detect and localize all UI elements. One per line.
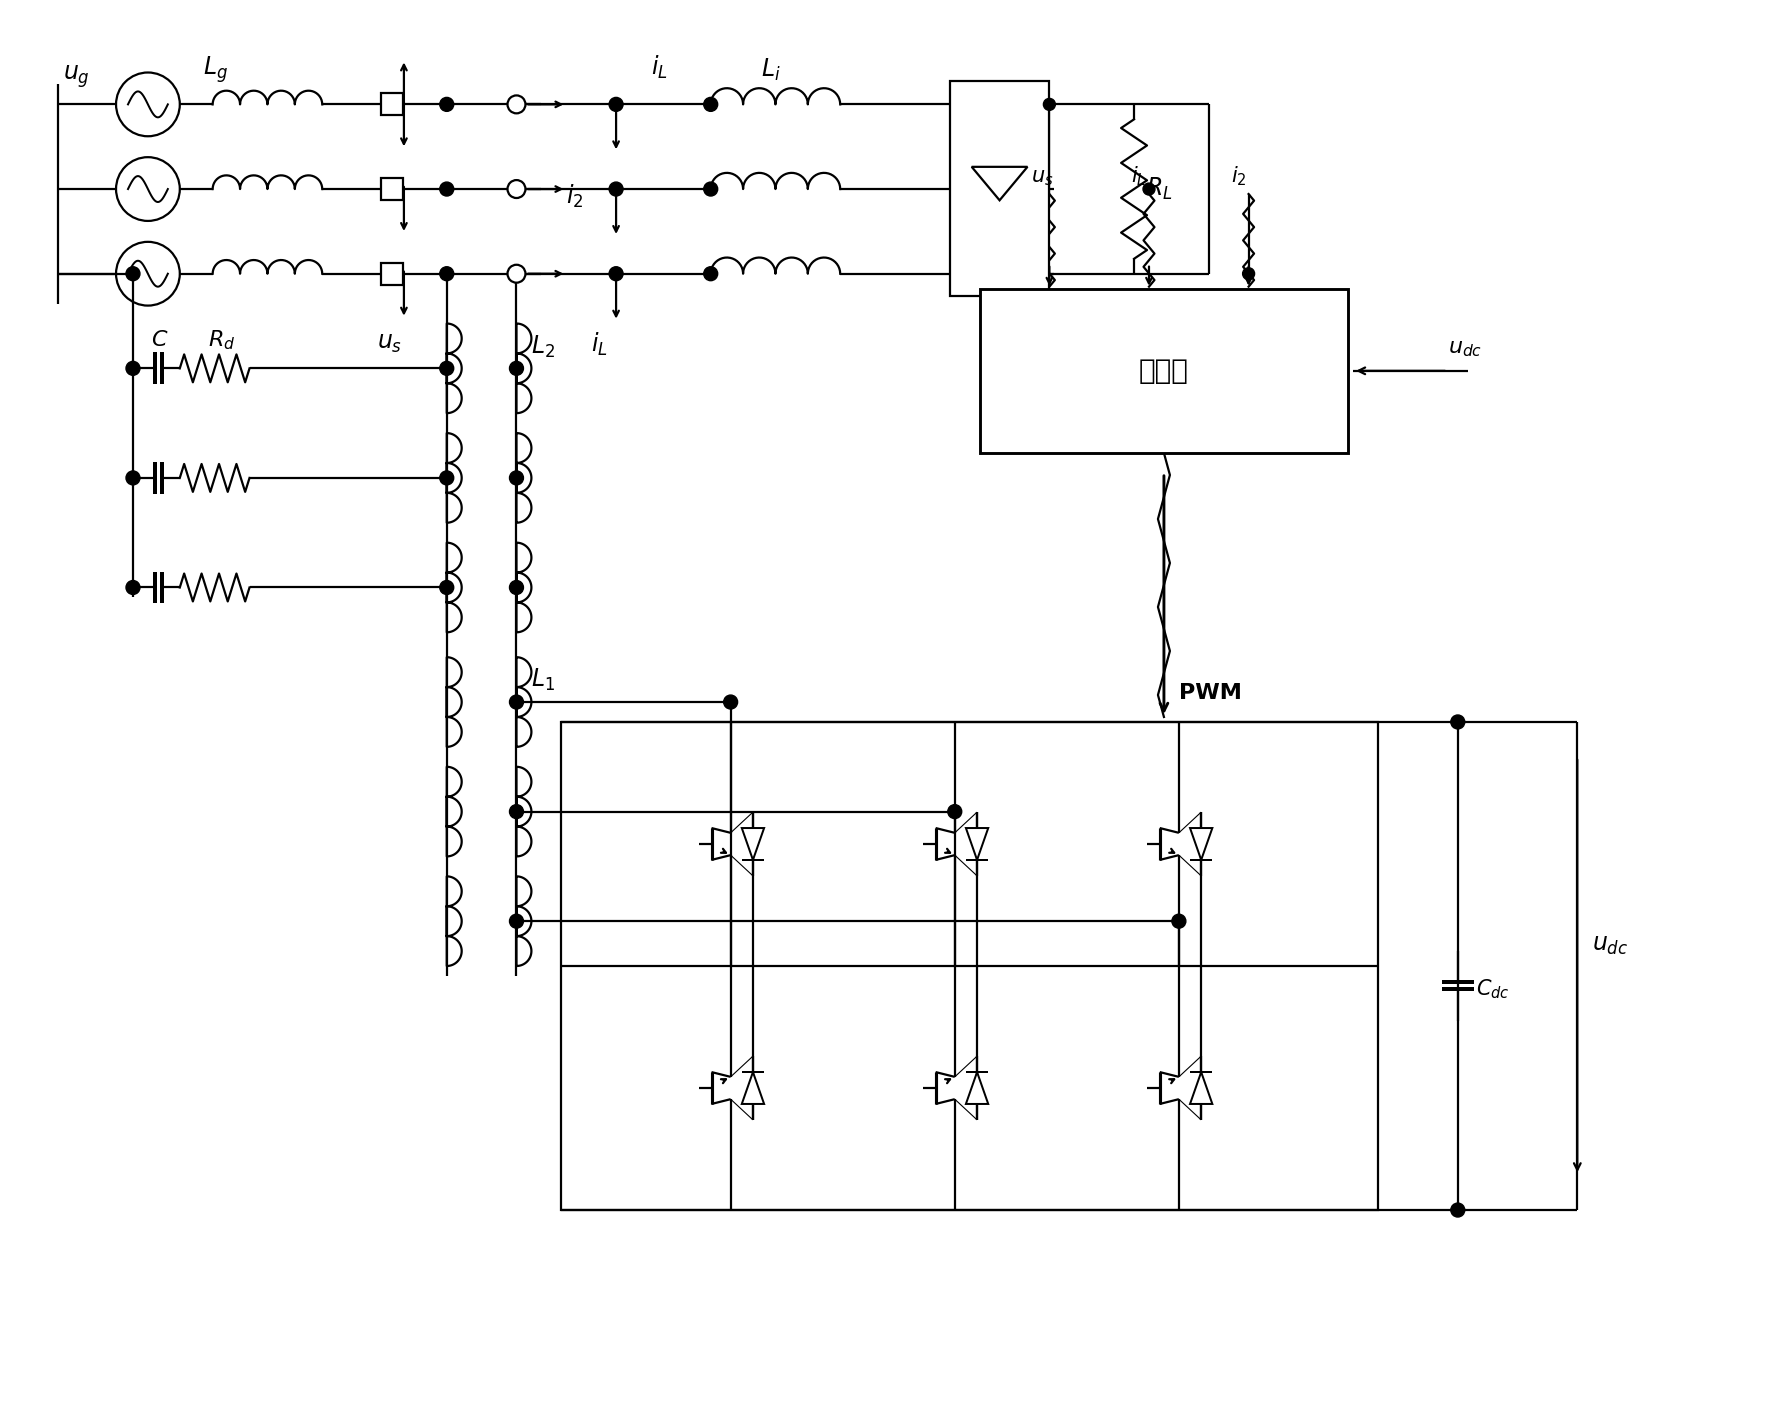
Polygon shape [966, 828, 989, 860]
Circle shape [507, 95, 525, 114]
Text: $u_s$: $u_s$ [377, 331, 402, 354]
Text: $u_g$: $u_g$ [62, 63, 89, 90]
Text: $L_1$: $L_1$ [532, 667, 555, 694]
Circle shape [439, 97, 453, 111]
Text: $i_2$: $i_2$ [566, 183, 584, 210]
Bar [950, 81, 1050, 296]
Circle shape [1044, 98, 1055, 111]
Circle shape [127, 471, 139, 485]
Circle shape [609, 267, 623, 280]
Text: $i_L$: $i_L$ [652, 54, 668, 81]
Circle shape [439, 471, 453, 485]
Text: $R_d$: $R_d$ [207, 328, 236, 353]
Circle shape [1451, 715, 1465, 729]
Text: $i_L$: $i_L$ [1132, 164, 1146, 188]
Text: $i_L$: $i_L$ [591, 330, 609, 357]
Text: $C_{dc}$: $C_{dc}$ [1476, 978, 1510, 1001]
Circle shape [439, 267, 453, 280]
Circle shape [127, 580, 139, 594]
Text: PWM: PWM [1178, 683, 1242, 702]
Text: $R_L$: $R_L$ [1146, 176, 1173, 202]
Circle shape [1451, 1203, 1465, 1217]
Circle shape [609, 97, 623, 111]
Text: $u_{dc}$: $u_{dc}$ [1592, 933, 1628, 957]
Circle shape [703, 182, 718, 196]
Text: $L_2$: $L_2$ [532, 333, 555, 360]
Circle shape [507, 264, 525, 283]
Polygon shape [1191, 1072, 1212, 1103]
Circle shape [723, 695, 737, 710]
Circle shape [509, 580, 523, 594]
Text: $L_g$: $L_g$ [203, 54, 228, 85]
Circle shape [703, 97, 718, 111]
Bar [380, 178, 403, 201]
Circle shape [509, 471, 523, 485]
Polygon shape [966, 1072, 989, 1103]
Bar [560, 722, 1378, 1210]
Polygon shape [971, 166, 1028, 201]
Polygon shape [1191, 828, 1212, 860]
Text: 控制器: 控制器 [1139, 357, 1189, 385]
Circle shape [509, 695, 523, 710]
Circle shape [439, 182, 453, 196]
Circle shape [948, 805, 962, 819]
Circle shape [703, 267, 718, 280]
Polygon shape [743, 1072, 764, 1103]
Circle shape [127, 267, 139, 280]
Circle shape [507, 181, 525, 198]
Text: $u_s$: $u_s$ [1032, 168, 1053, 188]
Bar [380, 263, 403, 284]
Polygon shape [743, 828, 764, 860]
Circle shape [609, 182, 623, 196]
Text: $u_{dc}$: $u_{dc}$ [1448, 338, 1482, 358]
Circle shape [509, 805, 523, 819]
Circle shape [439, 361, 453, 375]
Text: $C$: $C$ [152, 330, 168, 350]
Circle shape [127, 361, 139, 375]
Circle shape [439, 580, 453, 594]
Circle shape [1173, 914, 1185, 929]
Circle shape [509, 361, 523, 375]
Circle shape [1242, 267, 1255, 280]
Text: $L_i$: $L_i$ [760, 57, 780, 82]
Bar [380, 94, 403, 115]
Bar [980, 289, 1348, 454]
Text: $i_2$: $i_2$ [1230, 164, 1246, 188]
Circle shape [509, 914, 523, 929]
Circle shape [1142, 183, 1155, 195]
